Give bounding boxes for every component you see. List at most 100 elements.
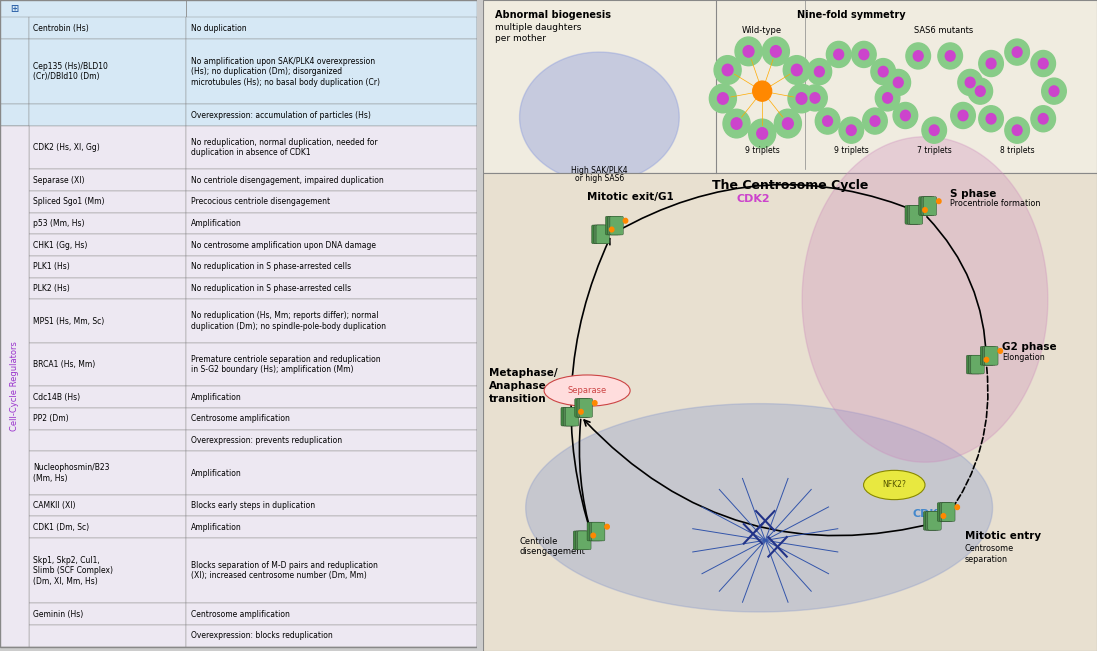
FancyBboxPatch shape (0, 0, 186, 18)
FancyBboxPatch shape (186, 603, 477, 625)
Text: 7 triplets: 7 triplets (917, 146, 951, 156)
FancyBboxPatch shape (0, 126, 29, 646)
Circle shape (770, 46, 781, 57)
FancyBboxPatch shape (941, 503, 955, 521)
Circle shape (893, 77, 903, 88)
FancyBboxPatch shape (0, 169, 29, 191)
Text: Skp1, Skp2, Cul1,
Slimb (SCF Complex)
(Dm, Xl, Mm, Hs): Skp1, Skp2, Cul1, Slimb (SCF Complex) (D… (33, 556, 113, 586)
FancyBboxPatch shape (909, 206, 923, 224)
Circle shape (979, 51, 1004, 77)
Text: separation: separation (965, 555, 1008, 564)
Text: Mitotic exit/G1: Mitotic exit/G1 (587, 192, 674, 202)
FancyBboxPatch shape (0, 213, 29, 234)
FancyBboxPatch shape (591, 225, 606, 243)
FancyBboxPatch shape (985, 346, 998, 365)
FancyBboxPatch shape (593, 225, 608, 243)
FancyBboxPatch shape (983, 346, 996, 365)
Text: No amplification upon SAK/PLK4 overexpression
(Hs); no duplication (Dm); disorga: No amplification upon SAK/PLK4 overexpre… (191, 57, 380, 87)
FancyBboxPatch shape (563, 408, 577, 426)
FancyBboxPatch shape (924, 512, 937, 530)
Text: Centrosome: Centrosome (965, 544, 1014, 553)
FancyBboxPatch shape (29, 451, 186, 495)
Text: PLK2 (Hs): PLK2 (Hs) (33, 284, 70, 293)
Circle shape (592, 400, 597, 406)
Circle shape (774, 109, 802, 138)
FancyBboxPatch shape (29, 104, 186, 126)
FancyBboxPatch shape (608, 216, 621, 235)
Text: CDK1 (Dm, Sc): CDK1 (Dm, Sc) (33, 523, 90, 532)
FancyBboxPatch shape (0, 104, 29, 126)
Text: Spliced Sgo1 (Mm): Spliced Sgo1 (Mm) (33, 197, 105, 206)
Text: Anaphase: Anaphase (489, 381, 546, 391)
FancyBboxPatch shape (596, 225, 610, 243)
FancyBboxPatch shape (186, 516, 477, 538)
Text: The Centrosome Cycle: The Centrosome Cycle (712, 179, 868, 192)
FancyBboxPatch shape (29, 234, 186, 256)
Text: Abnormal biogenesis: Abnormal biogenesis (495, 10, 611, 20)
FancyBboxPatch shape (186, 386, 477, 408)
Circle shape (883, 92, 893, 103)
Text: No reduplication, normal duplication, needed for
duplication in absence of CDK1: No reduplication, normal duplication, ne… (191, 138, 377, 158)
Text: Blocks separation of M-D pairs and reduplication
(Xl); increased centrosome numb: Blocks separation of M-D pairs and redup… (191, 561, 377, 581)
Circle shape (921, 117, 947, 143)
FancyBboxPatch shape (565, 408, 579, 426)
Text: Centriole: Centriole (520, 537, 558, 546)
Circle shape (604, 524, 609, 529)
FancyBboxPatch shape (483, 173, 1097, 651)
Text: Overexpression: blocks reduplication: Overexpression: blocks reduplication (191, 631, 332, 641)
Circle shape (965, 77, 975, 88)
Text: ⊞: ⊞ (10, 4, 19, 14)
FancyBboxPatch shape (29, 343, 186, 386)
Circle shape (906, 43, 930, 69)
FancyBboxPatch shape (919, 197, 932, 215)
FancyBboxPatch shape (939, 503, 953, 521)
FancyBboxPatch shape (0, 386, 29, 408)
Text: Separase (Xl): Separase (Xl) (33, 176, 84, 185)
Text: CAMKII (Xl): CAMKII (Xl) (33, 501, 76, 510)
FancyBboxPatch shape (576, 531, 589, 549)
FancyBboxPatch shape (575, 398, 588, 417)
FancyBboxPatch shape (29, 516, 186, 538)
FancyBboxPatch shape (29, 191, 186, 213)
Circle shape (875, 85, 900, 111)
Polygon shape (802, 137, 1048, 462)
Text: Amplification: Amplification (191, 523, 241, 532)
Text: Premature centriole separation and reduplication
in S-G2 boundary (Hs); amplific: Premature centriole separation and redup… (191, 355, 381, 374)
FancyBboxPatch shape (186, 430, 477, 451)
FancyBboxPatch shape (0, 278, 29, 299)
Circle shape (870, 116, 880, 126)
Circle shape (871, 59, 895, 85)
Circle shape (1049, 86, 1059, 96)
Circle shape (610, 227, 614, 232)
Circle shape (757, 128, 768, 139)
Circle shape (783, 56, 811, 85)
FancyBboxPatch shape (186, 343, 477, 386)
Circle shape (893, 102, 918, 128)
Text: Cdc14B (Hs): Cdc14B (Hs) (33, 393, 80, 402)
Text: Amplification: Amplification (191, 469, 241, 478)
FancyBboxPatch shape (924, 197, 937, 215)
Circle shape (1038, 113, 1048, 124)
FancyBboxPatch shape (29, 299, 186, 343)
Circle shape (859, 49, 869, 60)
FancyBboxPatch shape (0, 126, 29, 169)
Text: NFK2?: NFK2? (882, 480, 906, 490)
FancyBboxPatch shape (0, 430, 29, 451)
FancyBboxPatch shape (921, 197, 935, 215)
FancyBboxPatch shape (0, 451, 29, 495)
Text: S phase: S phase (950, 189, 996, 199)
Text: No centriole disengagement, impaired duplication: No centriole disengagement, impaired dup… (191, 176, 384, 185)
Text: No centrosome amplification upon DNA damage: No centrosome amplification upon DNA dam… (191, 241, 376, 250)
FancyBboxPatch shape (29, 430, 186, 451)
Circle shape (886, 70, 911, 96)
Circle shape (946, 51, 955, 61)
FancyBboxPatch shape (186, 126, 477, 169)
Polygon shape (525, 404, 993, 612)
Circle shape (986, 113, 996, 124)
FancyBboxPatch shape (29, 625, 186, 646)
FancyBboxPatch shape (0, 625, 29, 646)
FancyBboxPatch shape (579, 398, 592, 417)
Circle shape (810, 92, 819, 103)
Text: G2 phase: G2 phase (1002, 342, 1056, 352)
FancyBboxPatch shape (0, 18, 29, 39)
